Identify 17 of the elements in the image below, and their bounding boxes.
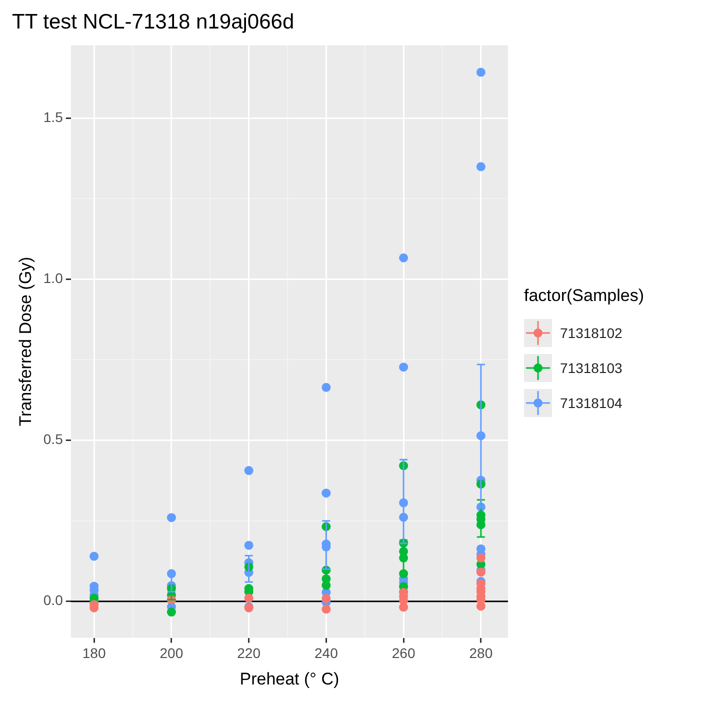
x-tick-label: 220 bbox=[237, 645, 261, 662]
x-tick-label: 240 bbox=[314, 645, 338, 662]
x-axis-title: Preheat (° C) bbox=[240, 669, 340, 688]
legend-label: 71318102 bbox=[560, 325, 622, 341]
x-tick-label: 200 bbox=[160, 645, 184, 662]
y-tick-label: 1.0 bbox=[43, 270, 64, 286]
legend-label: 71318103 bbox=[560, 360, 622, 376]
y-tick-label: 0.5 bbox=[43, 431, 64, 448]
x-tick-label: 280 bbox=[469, 645, 493, 662]
chart-title: TT test NCL-71318 n19aj066d bbox=[12, 10, 294, 34]
x-tick-label: 180 bbox=[82, 645, 106, 662]
y-tick-label: 1.5 bbox=[43, 108, 64, 125]
y-axis-title: Transferred Dose (Gy) bbox=[16, 256, 35, 426]
legend-title: factor(Samples) bbox=[524, 286, 644, 306]
y-tick-label: 0.0 bbox=[43, 592, 64, 608]
legend-label: 71318104 bbox=[560, 395, 622, 411]
x-tick-label: 260 bbox=[392, 645, 416, 662]
